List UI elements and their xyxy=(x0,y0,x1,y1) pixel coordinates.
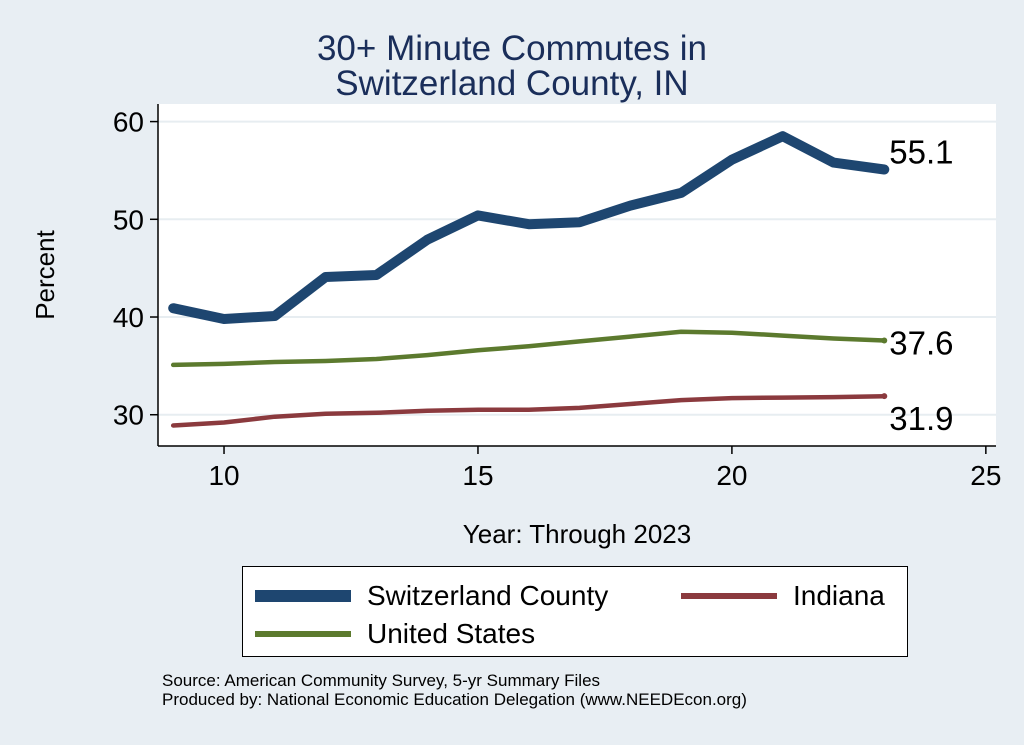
series-line-indiana xyxy=(170,393,887,428)
chart-title-line-1: 30+ Minute Commutes in xyxy=(316,29,708,68)
y-tick-label-50: 50 xyxy=(113,204,144,235)
legend-label-indiana: Indiana xyxy=(793,580,885,611)
series-end-marker-switzerland-county xyxy=(881,166,888,173)
y-tick-label-40: 40 xyxy=(113,302,144,333)
series-line-switzerland-county xyxy=(168,131,890,324)
series-end-label-switzerland-county: 55.1 xyxy=(889,133,953,170)
series-end-label-indiana: 31.9 xyxy=(889,400,953,437)
line-chart: 30 40 50 60 10 15 20 25 Year: Through 2023 Percen… xyxy=(30,104,1001,549)
y-tick-label-30: 30 xyxy=(113,400,144,431)
x-tick-label-10: 10 xyxy=(208,460,239,491)
series-end-marker-united-states xyxy=(881,337,888,344)
series-end-label-united-states: 37.6 xyxy=(889,324,953,361)
legend-item-united-states: United States xyxy=(255,618,535,650)
legend-swatch-united-states xyxy=(255,631,351,637)
footer-produced-by: Produced by: National Economic Education… xyxy=(162,690,747,709)
legend-item-indiana: Indiana xyxy=(681,580,885,612)
footer: Source: American Community Survey, 5-yr … xyxy=(162,671,747,709)
legend: Switzerland County Indiana United States xyxy=(242,566,908,657)
legend-item-switzerland-county: Switzerland County xyxy=(255,580,608,612)
series-line-united-states xyxy=(170,329,887,368)
chart-title-line-2: Switzerland County, IN xyxy=(335,64,689,103)
y-axis-title: Percent xyxy=(30,229,60,319)
legend-label-united-states: United States xyxy=(367,618,536,649)
legend-swatch-indiana xyxy=(681,593,777,599)
series-end-marker-indiana xyxy=(881,393,888,400)
x-tick-label-25: 25 xyxy=(970,460,1001,491)
x-tick-label-15: 15 xyxy=(462,460,493,491)
footer-source: Source: American Community Survey, 5-yr … xyxy=(162,671,601,690)
legend-label-switzerland-county: Switzerland County xyxy=(367,580,609,611)
x-axis-title: Year: Through 2023 xyxy=(463,519,691,549)
x-tick-label-20: 20 xyxy=(716,460,747,491)
legend-swatch-switzerland-county xyxy=(255,590,351,602)
y-tick-label-60: 60 xyxy=(113,107,144,138)
